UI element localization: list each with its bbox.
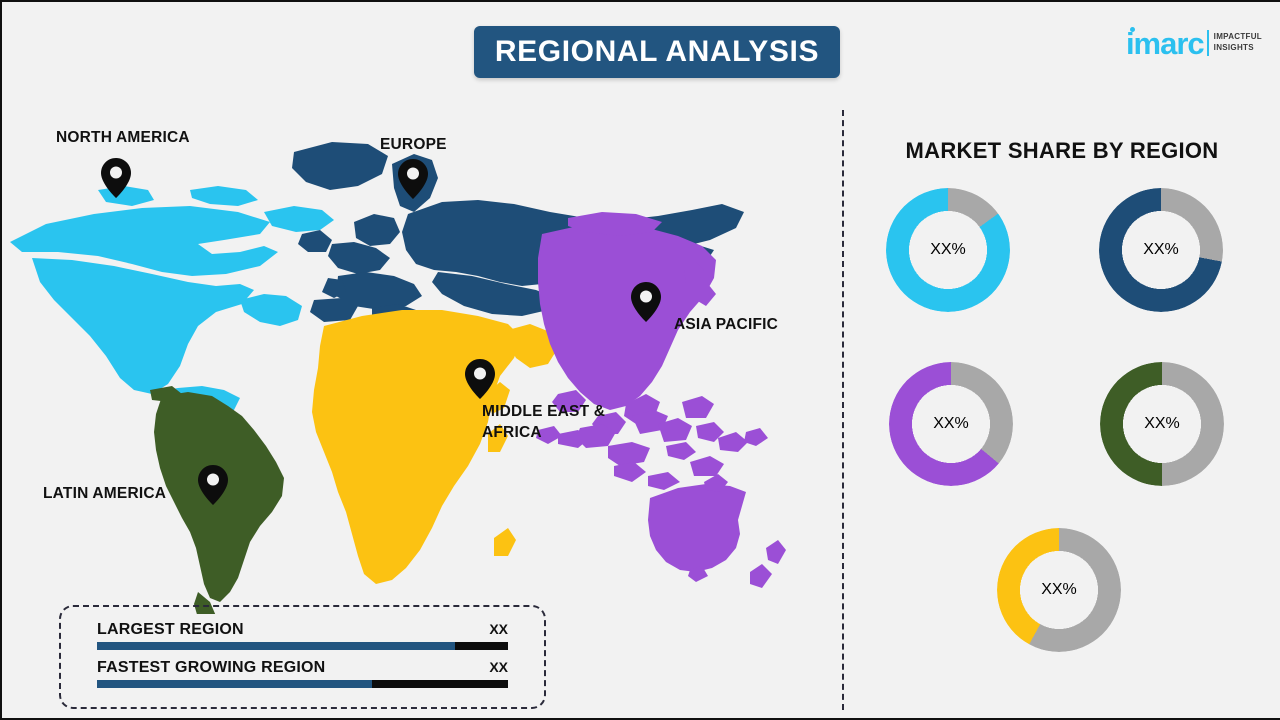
donut-chart-middle-east-africa[interactable] xyxy=(997,528,1121,652)
legend-bar-fill-largest-region xyxy=(97,642,455,650)
map-label-latin-america: LATIN AMERICA xyxy=(43,485,167,502)
logo-tagline: IMPACTFUL INSIGHTS xyxy=(1214,32,1262,54)
map-pin-europe[interactable] xyxy=(398,159,428,199)
donut-chart-asia-pacific[interactable] xyxy=(889,362,1013,486)
market-share-title: MARKET SHARE BY REGION xyxy=(905,138,1219,163)
map-pin-middle-east-africa[interactable] xyxy=(465,359,495,399)
map-pin-north-america[interactable] xyxy=(101,158,131,198)
map-label-north-america: NORTH AMERICA xyxy=(56,129,190,146)
legend-value-fastest-growing-region: XX xyxy=(489,659,508,675)
donut-chart-north-america[interactable] xyxy=(886,188,1010,312)
market-share-panel: MARKET SHARE BY REGION XX% XX% XX% XX% XX% xyxy=(842,110,1280,710)
map-label-europe: EUROPE xyxy=(380,136,447,153)
donut-label-middle-east-africa: XX% xyxy=(1041,581,1077,598)
logo-divider xyxy=(1206,30,1209,56)
map-region-middle-east-africa[interactable] xyxy=(312,310,558,584)
map-label-middle-east-africa: MIDDLE EAST & AFRICA xyxy=(482,403,606,441)
map-region-north-america[interactable] xyxy=(10,186,334,414)
logo-wordmark: imarc xyxy=(1125,25,1205,61)
map-region-asia-pacific[interactable] xyxy=(536,212,786,588)
donut-label-north-america: XX% xyxy=(930,241,966,258)
logo-dot-icon xyxy=(1129,27,1135,32)
donut-label-latin-america: XX% xyxy=(1144,415,1180,432)
logo-tagline-line1: IMPACTFUL xyxy=(1213,32,1262,42)
imarc-logo: imarc IMPACTFUL INSIGHTS xyxy=(1126,26,1262,60)
donut-chart-europe[interactable] xyxy=(1099,188,1223,312)
legend-bar-track-fastest-growing-region xyxy=(97,680,508,688)
map-legend-box: LARGEST REGION XX FASTEST GROWING REGION… xyxy=(59,605,546,709)
map-pin-asia-pacific[interactable] xyxy=(631,282,661,322)
logo-tagline-line2: INSIGHTS xyxy=(1213,43,1254,52)
page-title-banner: REGIONAL ANALYSIS xyxy=(474,26,840,78)
legend-label-largest-region: LARGEST REGION xyxy=(97,621,244,638)
map-pin-latin-america[interactable] xyxy=(198,465,228,505)
legend-row-largest-region: LARGEST REGION XX xyxy=(97,621,508,650)
donut-chart-latin-america[interactable] xyxy=(1100,362,1224,486)
section-divider xyxy=(842,110,844,710)
world-map: NORTH AMERICA EUROPE ASIA PACIFIC MIDDLE… xyxy=(2,94,832,614)
map-label-asia-pacific: ASIA PACIFIC xyxy=(674,316,779,333)
page-title: REGIONAL ANALYSIS xyxy=(494,35,820,68)
legend-row-fastest-growing-region: FASTEST GROWING REGION XX xyxy=(97,659,508,688)
legend-bar-track-largest-region xyxy=(97,642,508,650)
donut-label-europe: XX% xyxy=(1143,241,1179,258)
donut-label-asia-pacific: XX% xyxy=(933,415,969,432)
legend-label-fastest-growing-region: FASTEST GROWING REGION xyxy=(97,659,326,676)
legend-bar-fill-fastest-growing-region xyxy=(97,680,373,688)
legend-value-largest-region: XX xyxy=(489,621,508,637)
